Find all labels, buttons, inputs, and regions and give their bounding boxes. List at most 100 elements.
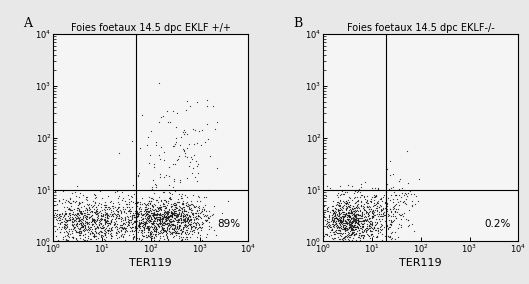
Point <box>173 199 181 204</box>
Point <box>124 208 132 213</box>
Point <box>65 229 74 233</box>
Point <box>334 208 343 212</box>
Point <box>70 219 79 224</box>
Point <box>156 215 165 220</box>
Point <box>405 208 413 212</box>
Point <box>358 222 366 226</box>
Point <box>145 218 153 222</box>
Point <box>120 225 129 229</box>
Point <box>89 224 98 228</box>
Point <box>93 212 102 217</box>
Point <box>160 223 168 227</box>
Point <box>124 220 132 225</box>
Point <box>358 210 366 215</box>
Point <box>360 219 369 224</box>
Point <box>160 228 168 233</box>
Point <box>142 203 150 207</box>
Point <box>101 232 109 237</box>
Point <box>143 218 151 222</box>
Point <box>344 234 352 239</box>
Point <box>66 196 74 201</box>
Point <box>58 237 67 242</box>
Point <box>136 220 145 224</box>
Point <box>175 211 184 215</box>
Point <box>393 210 401 214</box>
Point <box>386 234 395 239</box>
Point <box>400 191 409 196</box>
Point <box>61 199 69 204</box>
Point <box>386 159 394 164</box>
Point <box>127 195 136 199</box>
Point <box>106 210 115 214</box>
Point <box>74 216 82 220</box>
Point <box>387 222 396 227</box>
Point <box>161 218 170 223</box>
Point <box>150 213 159 217</box>
Point <box>89 234 98 239</box>
Point <box>365 213 373 217</box>
Point <box>158 231 167 235</box>
Point <box>181 218 189 223</box>
Point <box>366 220 374 225</box>
Point <box>76 210 85 215</box>
Point <box>160 213 168 218</box>
Point <box>88 231 96 235</box>
Point <box>146 219 154 224</box>
Point <box>187 210 196 214</box>
Point <box>115 201 123 206</box>
Point <box>64 199 72 203</box>
Point <box>88 208 96 213</box>
Point <box>160 190 169 194</box>
Point <box>342 221 350 225</box>
Point <box>377 208 385 212</box>
Point <box>204 216 212 220</box>
Point <box>165 214 174 219</box>
Point <box>163 227 171 232</box>
Point <box>63 219 71 224</box>
Point <box>202 218 211 222</box>
Point <box>380 212 389 217</box>
Point <box>348 228 357 233</box>
Point <box>80 227 88 232</box>
Point <box>347 232 355 237</box>
Point <box>90 210 98 214</box>
Point <box>377 212 386 216</box>
Point <box>142 213 151 218</box>
Point <box>371 185 379 190</box>
Point <box>146 201 154 205</box>
Point <box>135 221 143 226</box>
Point <box>372 209 381 214</box>
Point <box>158 214 166 219</box>
Point <box>76 209 84 214</box>
Point <box>335 221 343 225</box>
Point <box>108 213 116 217</box>
Point <box>371 235 380 239</box>
Point <box>360 212 369 216</box>
Point <box>83 227 91 232</box>
Point <box>200 218 209 222</box>
Point <box>198 208 206 213</box>
Point <box>126 226 135 231</box>
Point <box>157 204 165 209</box>
Point <box>325 213 334 218</box>
Point <box>202 104 211 109</box>
Point <box>126 207 134 212</box>
Point <box>362 209 370 213</box>
Point <box>76 223 85 227</box>
Point <box>224 199 233 204</box>
Point <box>97 224 106 229</box>
Point <box>173 224 181 229</box>
Point <box>101 229 109 233</box>
Point <box>115 216 124 220</box>
Point <box>329 212 337 216</box>
Point <box>350 205 359 210</box>
Point <box>186 222 195 226</box>
Point <box>128 217 136 222</box>
Point <box>119 222 127 226</box>
Point <box>138 213 147 218</box>
Point <box>104 194 112 199</box>
Point <box>148 225 157 229</box>
Point <box>397 216 405 221</box>
Point <box>108 216 117 221</box>
Point <box>346 215 354 220</box>
